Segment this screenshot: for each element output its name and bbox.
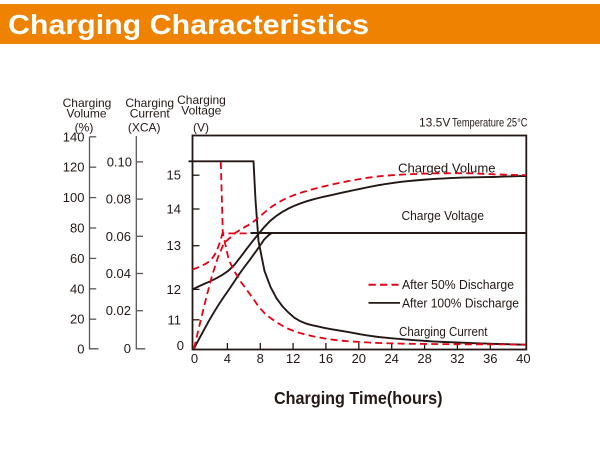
svg-text:(V): (V) bbox=[193, 121, 209, 135]
svg-text:Charging Current: Charging Current bbox=[399, 324, 488, 339]
svg-text:Charged Volume: Charged Volume bbox=[398, 161, 496, 176]
svg-text:8: 8 bbox=[257, 351, 264, 366]
svg-text:11: 11 bbox=[168, 312, 182, 327]
svg-text:Charging Characteristics: Charging Characteristics bbox=[8, 9, 369, 40]
svg-text:13.5V: 13.5V bbox=[419, 116, 450, 130]
svg-text:32: 32 bbox=[450, 351, 464, 366]
svg-text:0: 0 bbox=[124, 341, 131, 356]
svg-text:12: 12 bbox=[167, 282, 181, 297]
svg-text:Current: Current bbox=[130, 107, 171, 121]
svg-text:After 50% Discharge: After 50% Discharge bbox=[402, 278, 514, 292]
svg-text:24: 24 bbox=[384, 351, 398, 366]
svg-text:After 100% Discharge: After 100% Discharge bbox=[402, 296, 519, 310]
svg-text:100: 100 bbox=[63, 190, 85, 205]
svg-text:40: 40 bbox=[516, 351, 530, 366]
svg-text:(%): (%) bbox=[75, 121, 94, 135]
svg-text:0.08: 0.08 bbox=[106, 192, 131, 207]
svg-text:60: 60 bbox=[70, 251, 84, 266]
svg-text:0.04: 0.04 bbox=[106, 266, 131, 281]
svg-text:20: 20 bbox=[352, 351, 366, 366]
svg-text:13: 13 bbox=[167, 238, 181, 253]
svg-text:28: 28 bbox=[417, 351, 431, 366]
svg-text:0.10: 0.10 bbox=[107, 154, 132, 169]
svg-text:20: 20 bbox=[70, 312, 84, 327]
svg-text:4: 4 bbox=[224, 351, 231, 366]
svg-text:Volume: Volume bbox=[66, 107, 106, 121]
svg-text:12: 12 bbox=[286, 351, 300, 366]
svg-text:Charge Voltage: Charge Voltage bbox=[402, 208, 485, 223]
svg-text:0: 0 bbox=[77, 342, 84, 357]
svg-text:Charging: Charging bbox=[63, 96, 112, 110]
svg-text:0: 0 bbox=[177, 338, 184, 353]
svg-text:0: 0 bbox=[191, 351, 198, 366]
svg-text:120: 120 bbox=[63, 160, 85, 175]
svg-text:Charging: Charging bbox=[177, 93, 226, 107]
svg-text:0.06: 0.06 bbox=[106, 229, 131, 244]
svg-text:Voltage: Voltage bbox=[181, 104, 221, 118]
svg-text:16: 16 bbox=[319, 351, 333, 366]
svg-text:40: 40 bbox=[70, 281, 84, 296]
svg-text:15: 15 bbox=[167, 168, 181, 183]
svg-text:14: 14 bbox=[167, 202, 181, 217]
svg-text:Charging Time(hours): Charging Time(hours) bbox=[274, 388, 443, 408]
svg-text:Temperature 25°C: Temperature 25°C bbox=[452, 116, 528, 130]
svg-text:(XCA): (XCA) bbox=[128, 121, 161, 135]
svg-text:Charging: Charging bbox=[125, 96, 174, 110]
svg-text:140: 140 bbox=[63, 129, 85, 144]
svg-text:36: 36 bbox=[483, 351, 497, 366]
svg-text:80: 80 bbox=[70, 221, 84, 236]
svg-text:0.02: 0.02 bbox=[106, 303, 131, 318]
